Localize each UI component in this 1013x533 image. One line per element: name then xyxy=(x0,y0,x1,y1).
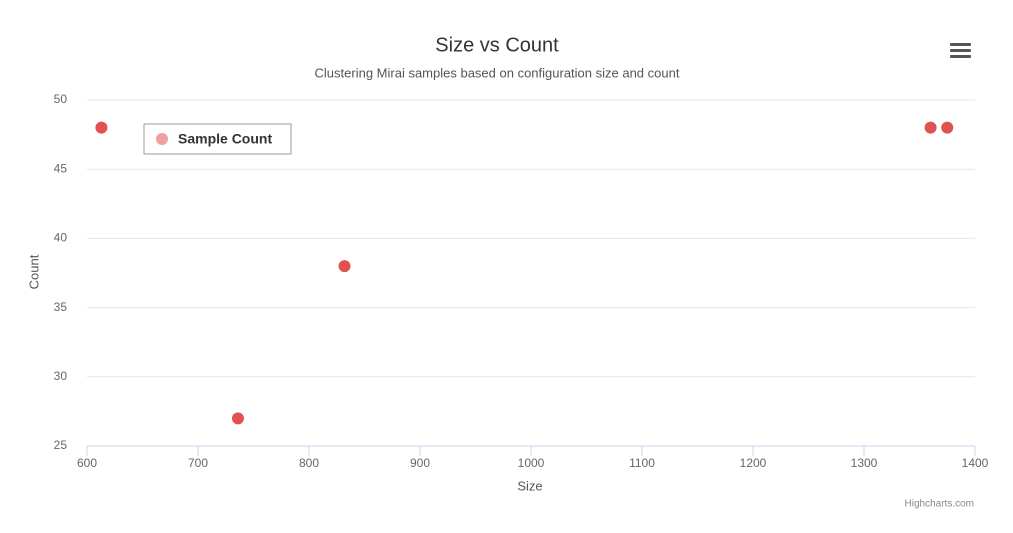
point[interactable] xyxy=(231,412,244,425)
x-tick-label: 900 xyxy=(410,456,430,470)
legend-marker xyxy=(156,133,168,145)
credits: Highcharts.com xyxy=(905,499,974,510)
point[interactable] xyxy=(941,121,954,134)
y-tick-label: 25 xyxy=(54,438,68,452)
x-tick-label: 700 xyxy=(188,456,208,470)
x-tick-label: 1000 xyxy=(518,456,545,470)
y-tick-label: 30 xyxy=(54,369,68,383)
y-axis-title: Count xyxy=(26,254,41,289)
x-tick-label: 1300 xyxy=(851,456,878,470)
y-tick-label: 45 xyxy=(54,161,68,175)
legend-label[interactable]: Sample Count xyxy=(178,131,272,147)
x-axis-title: Size xyxy=(517,478,542,493)
y-tick-label: 50 xyxy=(54,92,68,106)
point[interactable] xyxy=(95,121,108,134)
x-tick-label: 600 xyxy=(77,456,97,470)
y-tick-label: 35 xyxy=(54,300,68,314)
y-tick-label: 40 xyxy=(54,231,68,245)
chart-title: Size vs Count xyxy=(435,34,559,56)
x-tick-label: 1100 xyxy=(629,456,655,470)
point[interactable] xyxy=(338,260,351,273)
x-tick-label: 1400 xyxy=(962,456,989,470)
point[interactable] xyxy=(924,121,937,134)
x-tick-label: 800 xyxy=(299,456,319,470)
chart-subtitle: Clustering Mirai samples based on config… xyxy=(315,65,680,80)
x-tick-label: 1200 xyxy=(740,456,767,470)
legend-box xyxy=(143,123,292,155)
menu-button[interactable] xyxy=(950,43,971,58)
